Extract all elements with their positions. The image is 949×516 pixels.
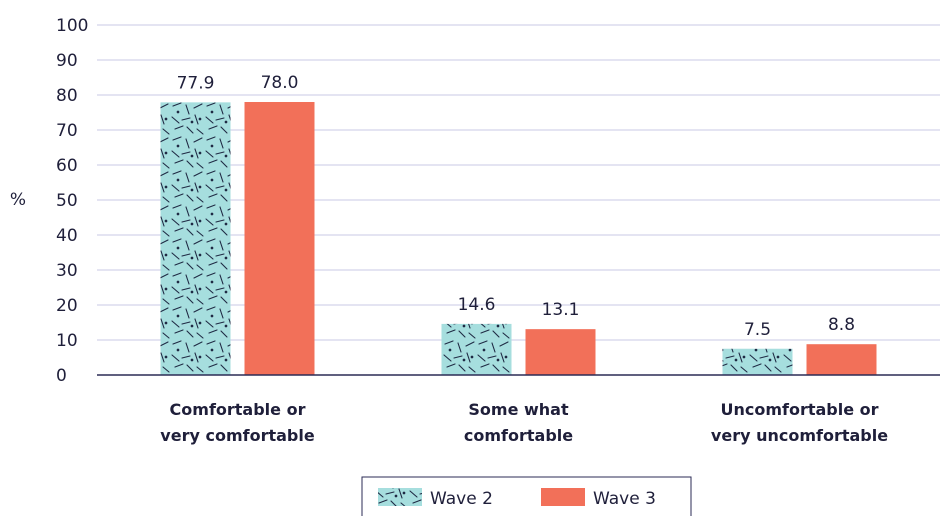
bar-wave-2 (441, 323, 512, 375)
y-tick-label: 100 (56, 16, 88, 36)
bar-wave-3 (525, 329, 596, 375)
y-tick-label: 90 (56, 51, 78, 71)
y-tick-label: 30 (56, 261, 78, 281)
category-label: Uncomfortable or (720, 400, 878, 419)
legend-swatch (541, 488, 585, 506)
bar-wave-3 (806, 344, 877, 375)
category-label: Comfortable or (170, 400, 306, 419)
bars (160, 102, 877, 375)
y-tick-label: 60 (56, 156, 78, 176)
value-label: 78.0 (261, 73, 299, 93)
value-label: 14.6 (458, 295, 496, 315)
category-label: comfortable (464, 426, 573, 445)
y-tick-label: 20 (56, 296, 78, 316)
legend-label: Wave 3 (593, 489, 656, 509)
y-axis-label: % (10, 190, 26, 210)
legend-label: Wave 2 (430, 489, 493, 509)
value-labels: 77.9 78.0 14.6 13.1 7.5 8.8 (177, 73, 855, 340)
value-label: 7.5 (744, 320, 771, 340)
value-label: 77.9 (177, 73, 215, 93)
y-tick-label: 40 (56, 226, 78, 246)
category-label: very uncomfortable (711, 426, 888, 445)
value-label: 8.8 (828, 315, 855, 335)
y-axis-ticks: 0 10 20 30 40 50 60 70 80 90 100 (56, 16, 88, 386)
legend-swatch (378, 488, 422, 506)
y-tick-label: 80 (56, 86, 78, 106)
bar-wave-2 (160, 102, 231, 375)
y-tick-label: 70 (56, 121, 78, 141)
category-label: Some what (468, 400, 569, 419)
y-tick-label: 0 (56, 366, 67, 386)
bar-wave-2 (722, 348, 793, 375)
category-labels: Comfortable or very comfortable Some what c… (160, 400, 888, 445)
value-label: 13.1 (542, 300, 580, 320)
legend: Wave 2 Wave 3 (361, 476, 692, 516)
category-label: very comfortable (160, 426, 315, 445)
bar-wave-3 (244, 102, 315, 375)
y-tick-label: 50 (56, 191, 78, 211)
gridlines (97, 24, 940, 341)
y-tick-label: 10 (56, 331, 78, 351)
